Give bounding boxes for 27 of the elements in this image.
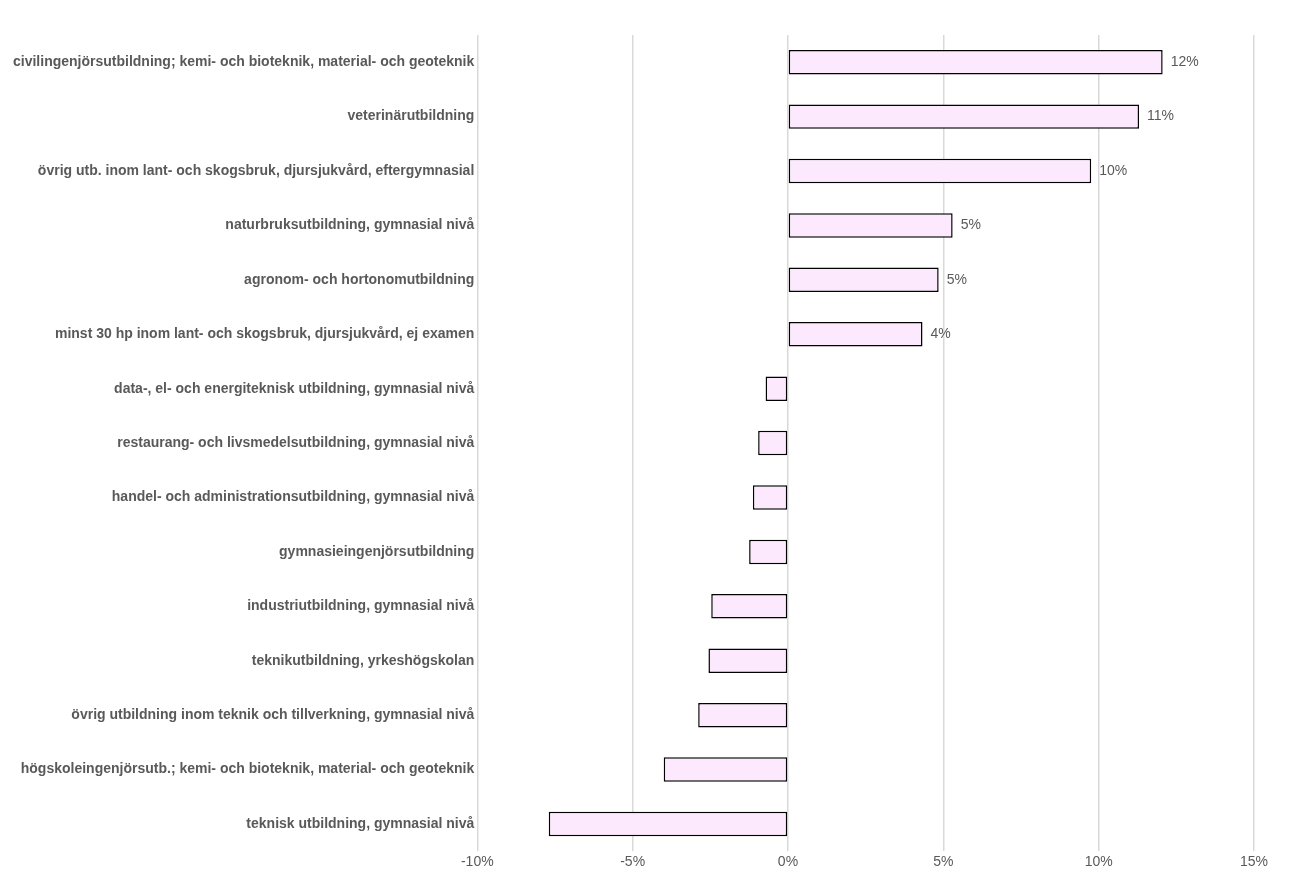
x-tick-label: 10% — [1084, 853, 1113, 870]
data-label: 5% — [960, 216, 981, 233]
x-tick-label: 5% — [933, 853, 954, 870]
data-label: 10% — [1099, 161, 1128, 178]
data-label: 11% — [1147, 107, 1175, 124]
y-tick-label: industriutbildning, gymnasial nivå — [247, 597, 475, 614]
x-tick-label: -10% — [460, 853, 494, 870]
data-label: 4% — [930, 325, 951, 342]
y-tick-label: minst 30 hp inom lant- och skogsbruk, djursjukvård, ej examen — [54, 325, 475, 342]
data-label: 5% — [946, 270, 967, 287]
y-tick-label: högskoleingenjörsutb.; kemi- och bioteknik, material- och geoteknik — [20, 760, 475, 777]
y-tick-label: teknikutbildning, yrkeshögskolan — [251, 651, 475, 668]
y-tick-label: civilingenjörsutbildning; kemi- och bioteknik, material- och geoteknik — [13, 53, 475, 70]
x-tick-label: -5% — [620, 853, 646, 870]
y-tick-label: veterinärutbildning — [347, 107, 475, 124]
y-tick-label: handel- och administrationsutbildning, gymnasial nivå — [111, 488, 475, 505]
y-tick-label: data-, el- och energiteknisk utbildning, gymnasial nivå — [114, 379, 475, 396]
y-tick-label: naturbruksutbildning, gymnasial nivå — [225, 216, 475, 233]
y-tick-label: övrig utb. inom lant- och skogsbruk, djursjukvård, eftergymnasial — [37, 161, 475, 178]
y-tick-label: gymnasieingenjörsutbildning — [279, 542, 475, 559]
y-tick-label: agronom- och hortonomutbildning — [244, 270, 475, 287]
x-tick-label: 0% — [777, 853, 799, 870]
data-label: 12% — [1170, 53, 1199, 70]
y-tick-label: övrig utbildning inom teknik och tillverkning, gymnasial nivå — [71, 706, 475, 723]
x-tick-label: 15% — [1239, 853, 1269, 870]
y-tick-label: teknisk utbildning, gymnasial nivå — [246, 814, 475, 831]
y-tick-label: restaurang- och livsmedelsutbildning, gymnasial nivå — [117, 433, 475, 450]
